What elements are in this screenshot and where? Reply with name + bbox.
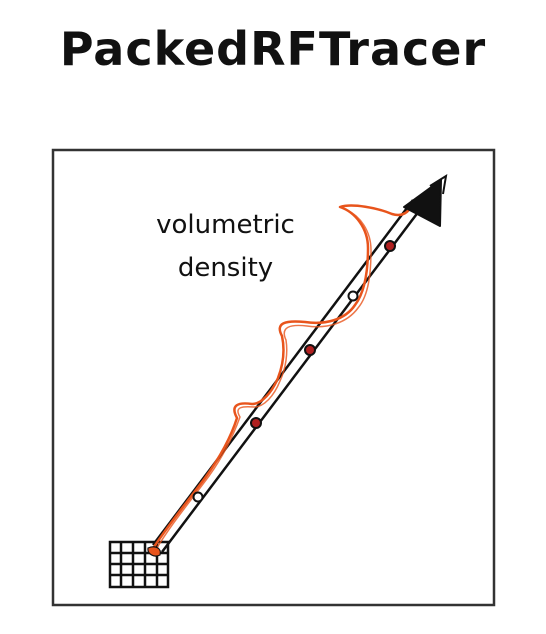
origin-marker xyxy=(147,546,161,557)
density-curve-shadow xyxy=(154,209,372,552)
arrowhead-sketch-mark xyxy=(429,173,448,195)
sample-point xyxy=(192,491,204,503)
arrowhead-icon xyxy=(403,179,442,227)
density-label-line1: volumetric xyxy=(156,210,295,240)
voxel-grid-icon xyxy=(108,540,170,589)
diagram-title: PackedRFTracer xyxy=(59,22,487,76)
density-label-line2: density xyxy=(177,253,274,283)
density-curve xyxy=(148,196,419,555)
sample-point xyxy=(384,240,396,252)
sample-point xyxy=(250,417,262,429)
diagram-frame xyxy=(51,148,496,607)
sample-point xyxy=(347,290,359,302)
sample-point xyxy=(304,344,316,356)
